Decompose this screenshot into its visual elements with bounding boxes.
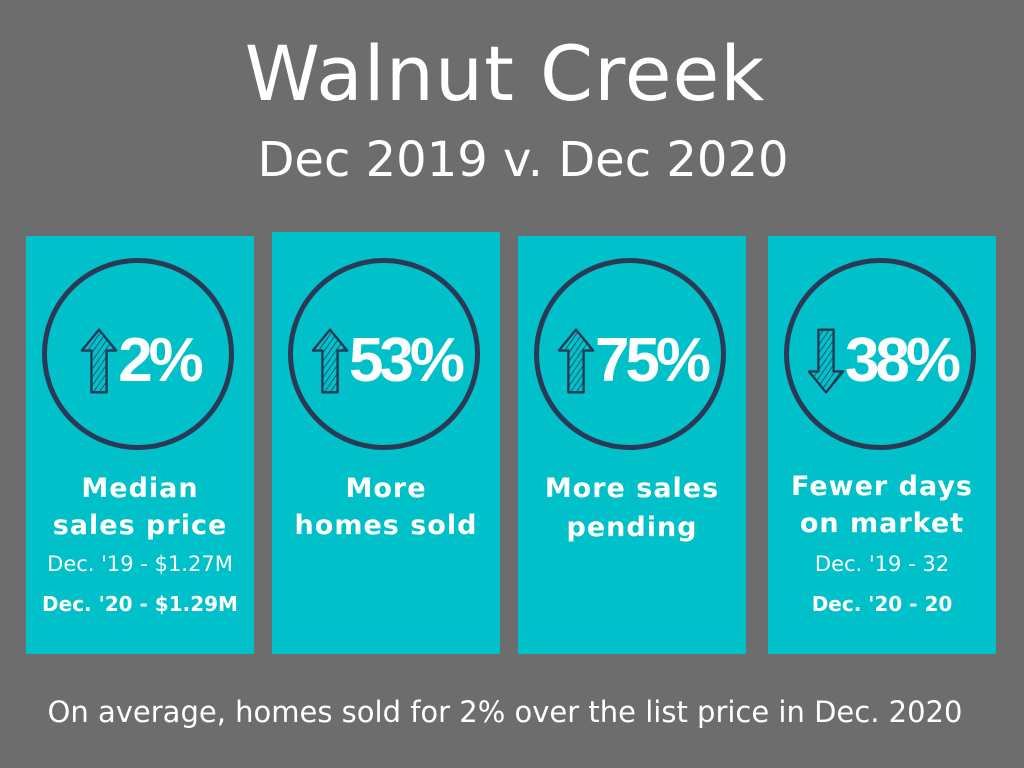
stat-label-line1: Fewer days [790, 471, 974, 502]
stat-label-line1: Median [81, 473, 199, 504]
stat-circle [784, 258, 976, 450]
stat-label-line2: homes sold [294, 510, 478, 541]
stat-card-sales-pending: 75% More sales pending [518, 236, 746, 654]
stat-change: 38% [768, 326, 996, 396]
page-title: Walnut Creek [244, 29, 766, 118]
stat-label-line2: sales price [52, 510, 228, 541]
stat-value: 2% [118, 326, 204, 395]
arrow-up-icon [80, 328, 118, 394]
stat-card-homes-sold: 53% More homes sold [272, 232, 500, 654]
stat-detail-2019: Dec. '19 - $1.27M [47, 552, 233, 576]
stat-value: 75% [594, 326, 711, 395]
stat-value: 38% [844, 326, 961, 395]
stat-detail-2019: Dec. '19 - 32 [814, 552, 950, 576]
stat-card-median-price: 2% Median sales price Dec. '19 - $1.27M … [26, 236, 254, 654]
page-subtitle: Dec 2019 v. Dec 2020 [257, 132, 789, 188]
arrow-up-icon [557, 328, 595, 394]
stat-label-line1: More sales [544, 473, 720, 504]
stat-card-days-on-market: 38% Fewer days on market Dec. '19 - 32 D… [768, 236, 996, 654]
stat-detail-2020: Dec. '20 - 20 [811, 592, 953, 616]
stat-value: 53% [348, 326, 465, 395]
footer-note: On average, homes sold for 2% over the l… [47, 695, 963, 729]
stat-circle [288, 258, 480, 450]
stat-label-line2: pending [566, 512, 698, 543]
stat-detail-2020: Dec. '20 - $1.29M [42, 592, 238, 616]
stat-label-line1: More [345, 473, 427, 504]
stat-label-line2: on market [799, 508, 965, 539]
stat-circle [534, 258, 726, 450]
arrow-down-icon [807, 328, 845, 394]
stat-change: 2% [26, 326, 254, 396]
stat-change: 53% [272, 326, 500, 396]
stat-change: 75% [518, 326, 746, 396]
stat-circle [42, 258, 234, 450]
arrow-up-icon [311, 328, 349, 394]
